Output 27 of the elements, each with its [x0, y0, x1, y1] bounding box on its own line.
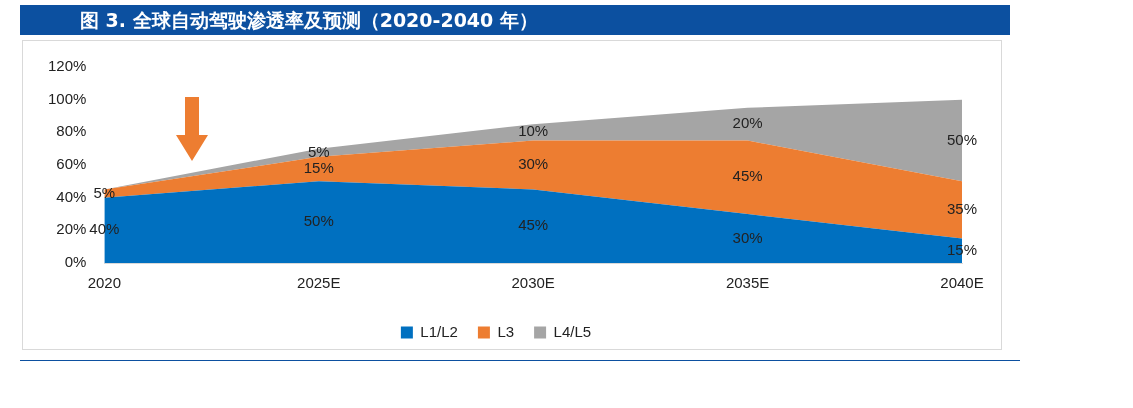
data-label: 10%	[518, 122, 549, 140]
data-label: 45%	[732, 167, 763, 185]
legend-label: L4/L5	[553, 322, 592, 340]
x-tick-label: 2025E	[297, 274, 341, 292]
data-label: 50%	[303, 212, 334, 230]
data-label: 30%	[518, 155, 549, 173]
y-tick-label: 20%	[56, 220, 87, 238]
y-tick-label: 100%	[47, 89, 87, 107]
data-label: 50%	[946, 130, 978, 148]
data-label: 15%	[303, 159, 334, 177]
data-label: 30%	[732, 228, 763, 246]
data-label: 5%	[307, 142, 330, 160]
legend-label: L1/L2	[420, 322, 458, 340]
y-tick-label: 80%	[56, 122, 87, 140]
y-tick-label: 40%	[56, 187, 87, 205]
data-label: 45%	[518, 216, 549, 234]
y-tick-label: 120%	[47, 57, 87, 75]
x-tick-label: 2020	[87, 274, 122, 292]
y-tick-label: 60%	[56, 155, 87, 173]
data-label: 20%	[732, 114, 763, 132]
chart-title: 图 3. 全球自动驾驶渗透率及预测（2020-2040 年）	[20, 5, 1010, 35]
y-tick-label: 0%	[64, 253, 87, 271]
data-label: 35%	[946, 200, 978, 218]
x-tick-label: 2040E	[940, 274, 984, 292]
legend-label: L3	[497, 322, 515, 340]
x-tick-label: 2030E	[511, 274, 555, 292]
x-tick-label: 2035E	[725, 274, 770, 292]
